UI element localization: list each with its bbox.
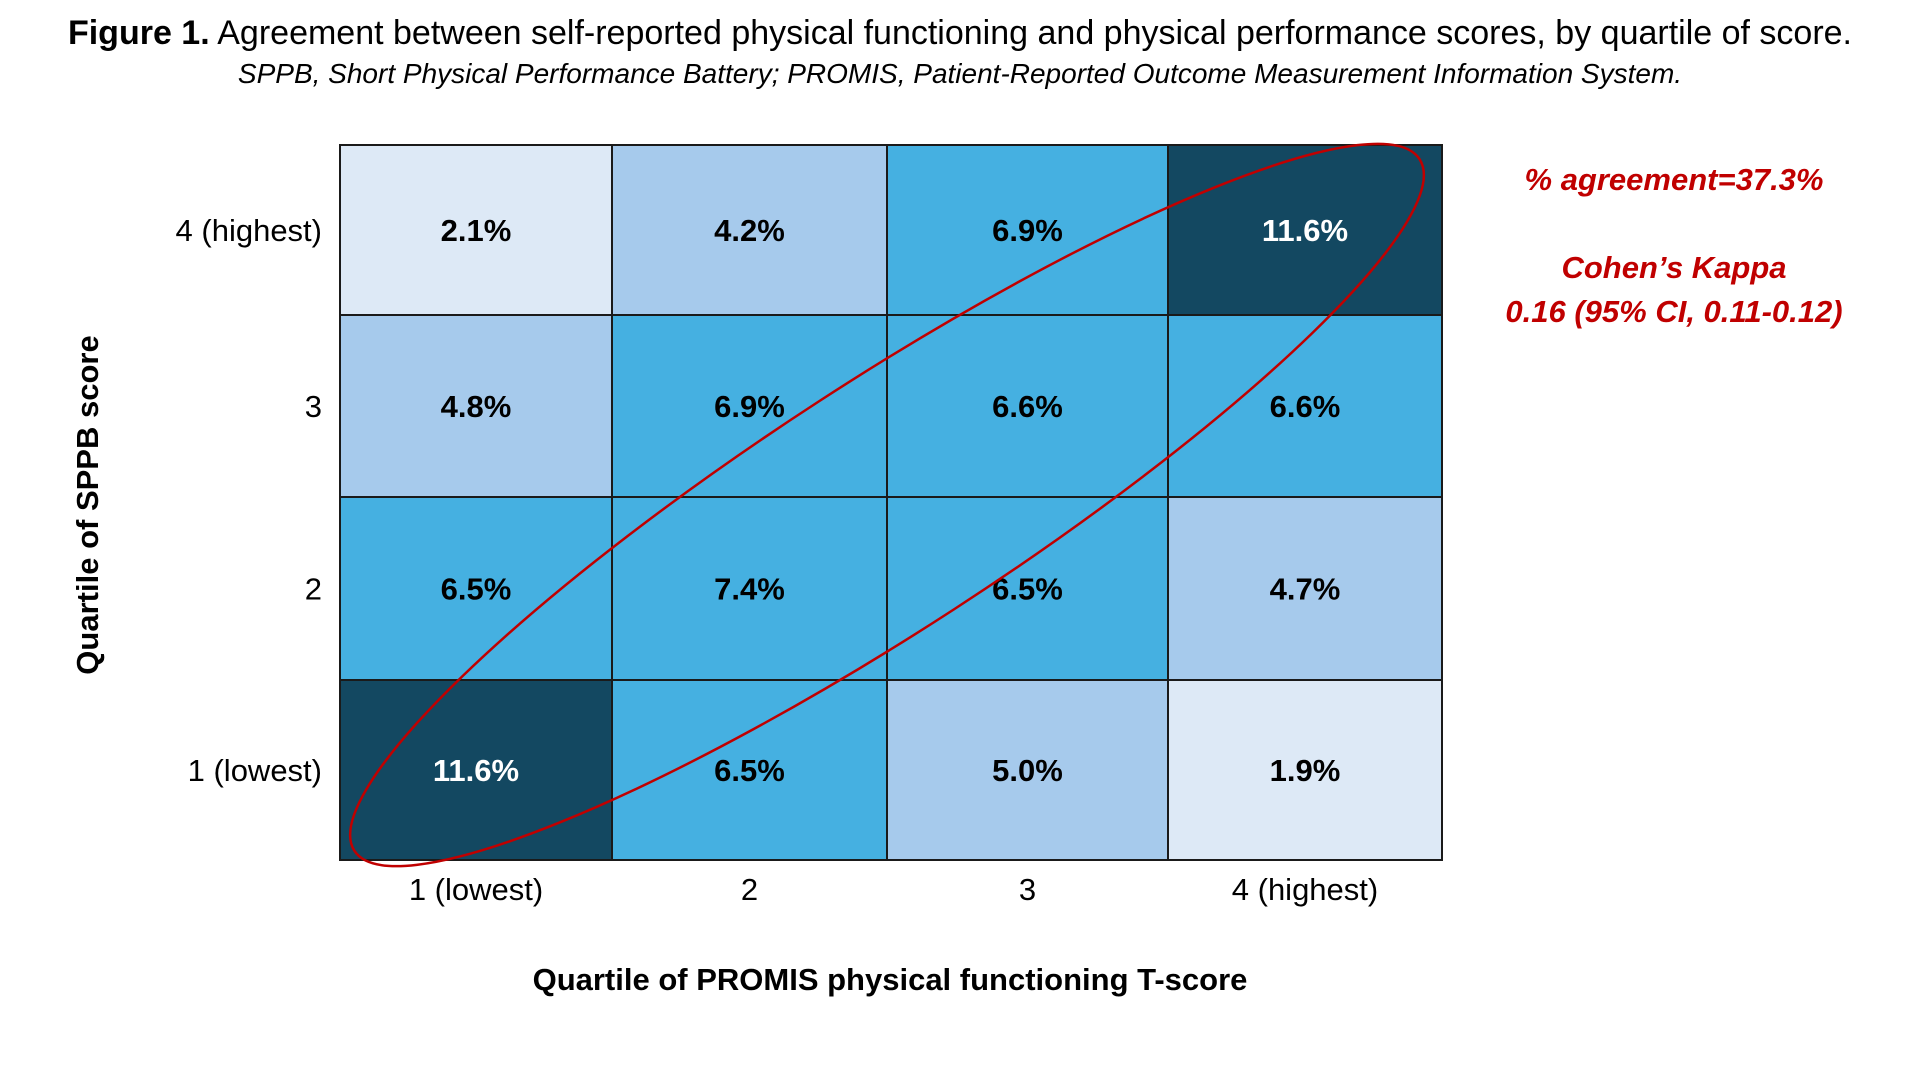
- heatmap-cells: [339, 144, 1443, 861]
- cell-value-label: 1.9%: [1270, 753, 1341, 788]
- cell-value-label: 4.2%: [714, 213, 785, 248]
- agreement-diagonal-ellipse: [348, 142, 1426, 868]
- agreement-annotations: % agreement=37.3% Cohen’s Kappa 0.16 (95…: [1505, 162, 1842, 329]
- x-axis-label: Quartile of PROMIS physical functioning …: [533, 962, 1248, 997]
- figure-caption: Figure 1. Agreement between self-reporte…: [0, 14, 1920, 53]
- x-tick-label: 1 (lowest): [409, 872, 543, 907]
- y-tick-label: 2: [305, 572, 322, 607]
- heatmap-cell-labels: 2.1% 4.2% 6.9% 11.6% 4.8% 6.9% 6.6% 6.6% 6.5% 7.4…: [433, 213, 1348, 788]
- cell-value-label: 6.5%: [441, 572, 512, 607]
- cell-value-label: 6.5%: [714, 753, 785, 788]
- heatmap-cell: [339, 679, 613, 861]
- cell-value-label: 4.8%: [441, 389, 512, 424]
- y-tick-label: 1 (lowest): [188, 753, 322, 788]
- y-tick-label: 3: [305, 389, 322, 424]
- kappa-label: Cohen’s Kappa: [1561, 250, 1786, 285]
- heatmap-cell: [1167, 679, 1443, 861]
- heatmap-cell: [611, 679, 888, 861]
- percent-agreement-label: % agreement=37.3%: [1525, 162, 1824, 197]
- heatmap-cell: [611, 496, 888, 681]
- cell-value-label: 11.6%: [1262, 213, 1348, 248]
- x-tick-label: 2: [741, 872, 758, 907]
- cell-value-label: 7.4%: [714, 572, 785, 607]
- x-tick-label: 4 (highest): [1232, 872, 1378, 907]
- heatmap-cell: [886, 496, 1169, 681]
- cell-value-label: 6.9%: [714, 389, 785, 424]
- heatmap-cell: [886, 679, 1169, 861]
- cell-value-label: 11.6%: [433, 753, 519, 788]
- figure-subtitle: SPPB, Short Physical Performance Battery…: [237, 58, 1683, 89]
- kappa-value: 0.16 (95% CI, 0.11-0.12): [1505, 294, 1842, 329]
- y-axis-label: Quartile of SPPB score: [70, 335, 105, 674]
- heatmap-cell: [886, 314, 1169, 498]
- heatmap-cell: [1167, 314, 1443, 498]
- x-tick-labels: 1 (lowest) 2 3 4 (highest): [409, 872, 1378, 907]
- y-tick-labels: 4 (highest) 3 2 1 (lowest): [176, 213, 322, 788]
- y-tick-label: 4 (highest): [176, 213, 322, 248]
- heatmap-cell: [1167, 496, 1443, 681]
- cell-value-label: 6.9%: [992, 213, 1063, 248]
- heatmap-cell: [611, 314, 888, 498]
- figure-label: Figure 1.: [67, 14, 210, 52]
- cell-value-label: 6.6%: [1270, 389, 1341, 424]
- cell-value-label: 5.0%: [992, 753, 1063, 788]
- figure-title: Agreement between self-reported physical…: [217, 14, 1853, 52]
- cell-value-label: 2.1%: [441, 213, 512, 248]
- x-tick-label: 3: [1019, 872, 1036, 907]
- heatmap-cell: [339, 496, 613, 681]
- cell-value-label: 4.7%: [1270, 572, 1341, 607]
- cell-value-label: 6.6%: [992, 389, 1063, 424]
